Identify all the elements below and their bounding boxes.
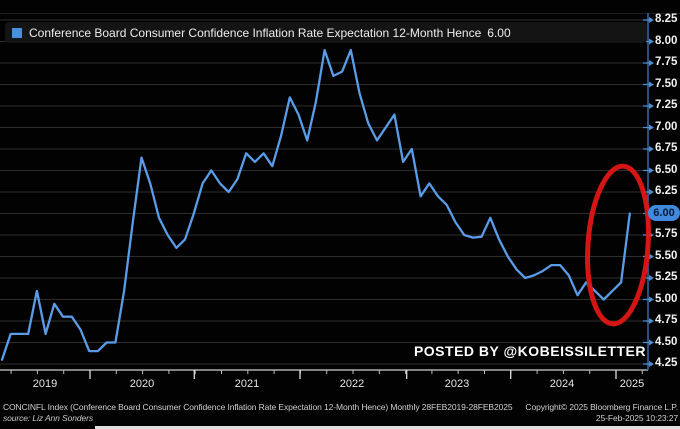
legend-bar: Conference Board Consumer Confidence Inf… (5, 22, 647, 43)
y-tick-arrow-icon (649, 361, 654, 367)
series-line (0, 48, 631, 361)
watermark-text: POSTED BY @KOBEISSILETTER (413, 343, 646, 359)
y-tick-arrow-icon (649, 146, 654, 152)
footer: CONCINFL Index (Conference Board Consume… (3, 402, 678, 424)
y-tick-arrow-icon (649, 296, 654, 303)
y-tick-arrow-icon (649, 253, 654, 260)
series-last-value: 6.00 (487, 25, 511, 40)
legend-label: Conference Board Consumer Confidence Inf… (29, 26, 511, 40)
y-tick-arrow-icon (649, 17, 654, 23)
last-value-pill: 6.00 (648, 205, 680, 221)
copyright-text: Copyright© 2025 Bloomberg Finance L.P. (525, 402, 678, 412)
top-divider (0, 13, 680, 14)
y-tick-arrow-icon (649, 124, 654, 131)
ticker-description: CONCINFL Index (Conference Board Consume… (3, 402, 513, 412)
y-tick-arrow-icon (649, 318, 654, 324)
y-tick-arrow-icon (649, 339, 654, 346)
timestamp: 25-Feb-2025 10:23:27 (595, 413, 678, 423)
y-tick-arrow-icon (649, 38, 654, 45)
y-tick-arrow-icon (649, 60, 654, 66)
series-title: Conference Board Consumer Confidence Inf… (29, 25, 482, 40)
bottom-edge-strip (95, 426, 680, 429)
y-tick-arrow-icon (649, 275, 654, 281)
series-swatch-icon (12, 27, 22, 38)
y-tick-arrow-icon (649, 167, 654, 174)
y-tick-arrow-icon (649, 189, 654, 195)
y-tick-arrow-icon (649, 103, 654, 109)
y-tick-arrow-icon (649, 81, 654, 88)
source-credit: source: Liz Ann Sonders (3, 413, 93, 423)
highlight-ellipse (585, 163, 651, 327)
